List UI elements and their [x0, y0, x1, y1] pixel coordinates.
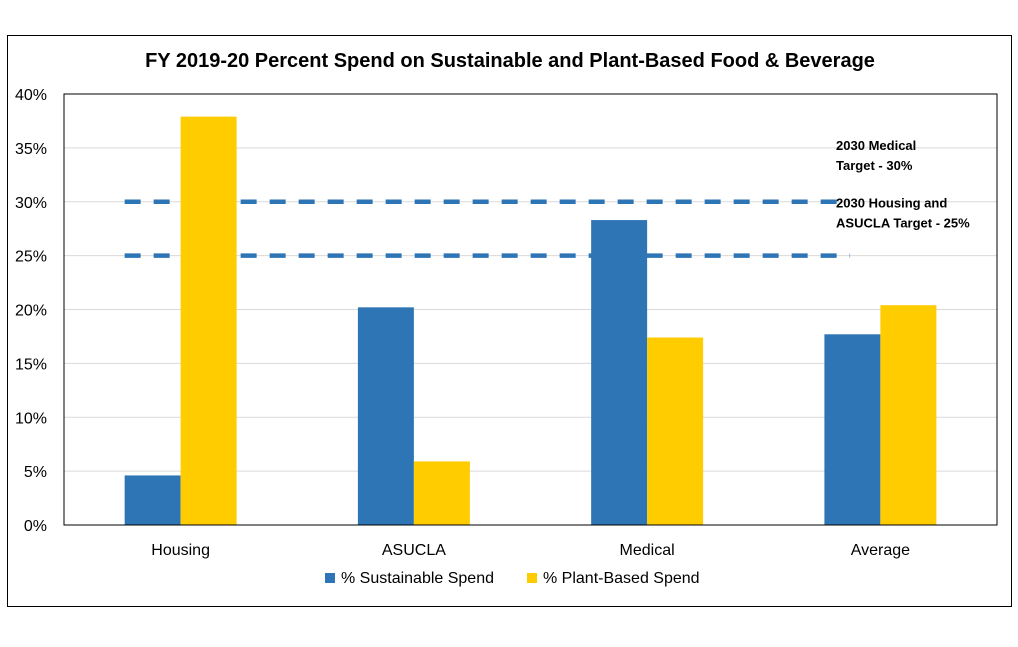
legend-swatch [527, 573, 537, 583]
y-tick-label: 0% [24, 518, 47, 535]
bar [591, 220, 648, 525]
x-category-label: Medical [620, 542, 675, 559]
bar [413, 461, 470, 525]
x-category-label: Housing [151, 542, 210, 559]
x-category-label: Average [851, 542, 910, 559]
bar [880, 305, 937, 525]
y-tick-label: 35% [15, 141, 47, 158]
chart-title: FY 2019-20 Percent Spend on Sustainable … [145, 50, 875, 72]
bar [180, 116, 237, 525]
y-tick-label: 20% [15, 303, 47, 320]
legend-label: % Sustainable Spend [341, 570, 494, 587]
legend-label: % Plant-Based Spend [543, 570, 700, 587]
bar [357, 307, 414, 525]
target-annotation: 2030 Housing and [836, 196, 947, 211]
legend-swatch [325, 573, 335, 583]
y-tick-label: 25% [15, 249, 47, 266]
target-annotation: Target - 30% [836, 158, 913, 173]
y-tick-label: 15% [15, 356, 47, 373]
y-tick-label: 5% [24, 464, 47, 481]
y-tick-label: 40% [15, 87, 47, 104]
bar [124, 475, 181, 525]
y-tick-label: 30% [15, 195, 47, 212]
target-annotation: ASUCLA Target - 25% [836, 216, 970, 231]
y-tick-label: 10% [15, 410, 47, 427]
plot-area [63, 93, 998, 526]
target-annotation: 2030 Medical [836, 138, 916, 153]
x-category-label: ASUCLA [382, 542, 446, 559]
bar [824, 334, 881, 525]
bar [647, 337, 704, 525]
